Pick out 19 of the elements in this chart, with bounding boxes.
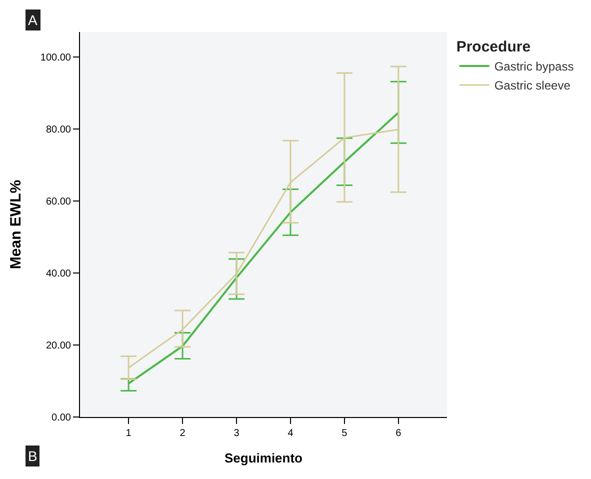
x-axis-title: Seguimiento bbox=[224, 450, 303, 466]
legend-label: Gastric bypass bbox=[494, 60, 574, 74]
y-tick-label: 0.00 bbox=[52, 412, 72, 424]
y-tick-label: 20.00 bbox=[46, 340, 72, 352]
x-tick-label: 3 bbox=[234, 428, 240, 439]
x-tick-label: 1 bbox=[126, 428, 132, 439]
x-tick-label: 6 bbox=[396, 428, 402, 439]
x-tick-label: 2 bbox=[180, 428, 186, 439]
legend-title: Procedure bbox=[456, 38, 531, 56]
y-tick-label: 80.00 bbox=[46, 124, 72, 136]
legend-label: Gastric sleeve bbox=[494, 78, 571, 93]
y-axis-title: Mean EWL% bbox=[8, 180, 25, 270]
x-tick-label: 4 bbox=[288, 428, 294, 439]
y-tick-label: 100.00 bbox=[40, 52, 72, 64]
y-tick-label: 60.00 bbox=[46, 196, 72, 208]
text: B bbox=[28, 448, 38, 464]
x-tick-label: 5 bbox=[342, 428, 348, 439]
y-tick-label: 40.00 bbox=[46, 268, 72, 280]
text: A bbox=[28, 12, 38, 28]
